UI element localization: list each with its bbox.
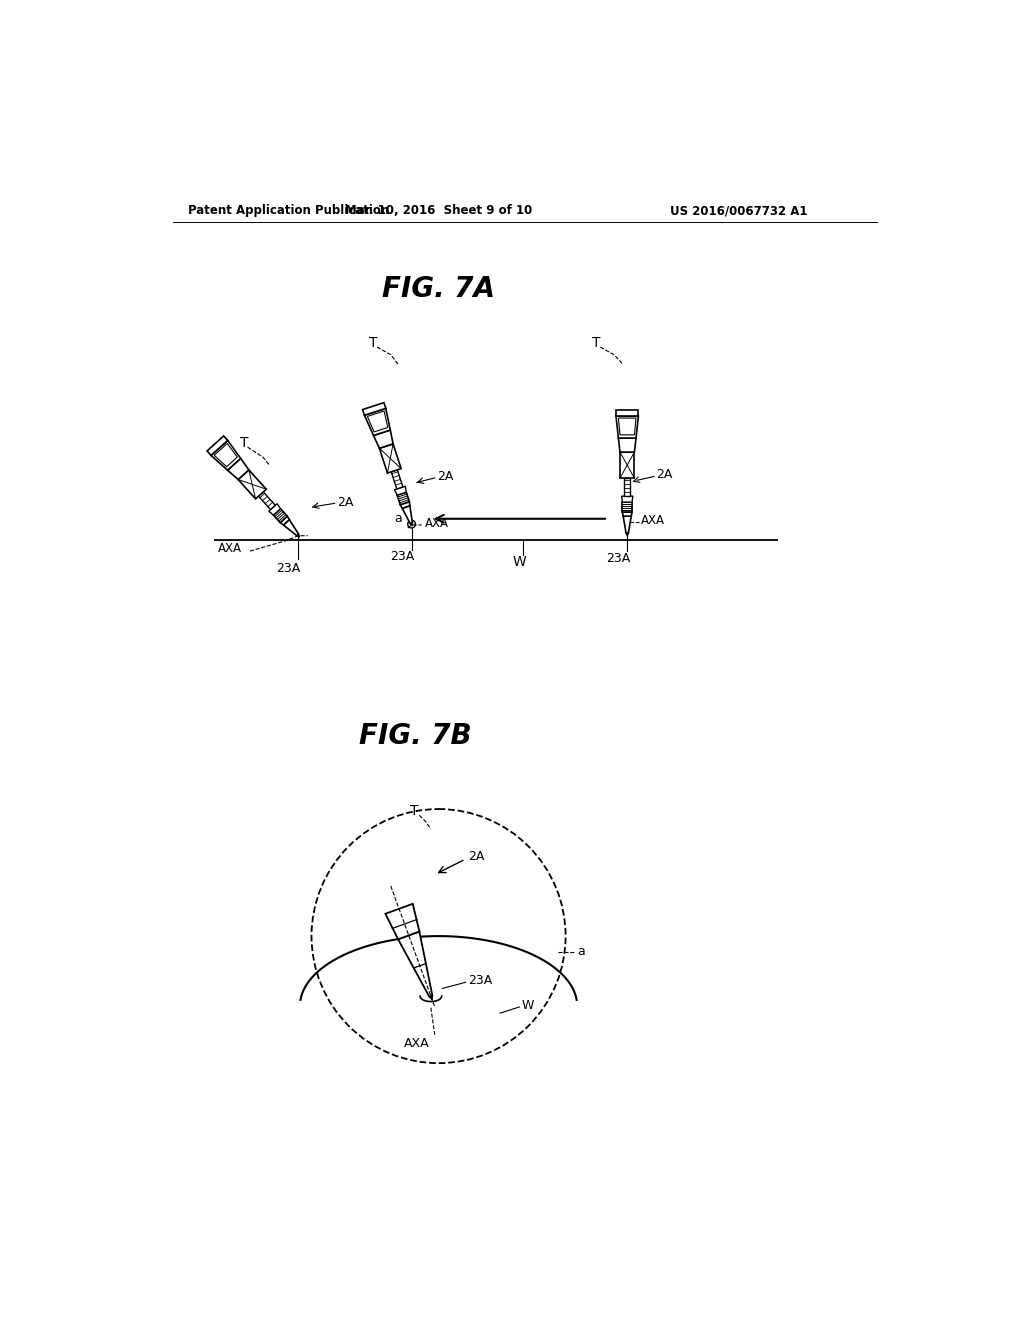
Polygon shape bbox=[616, 416, 638, 438]
Polygon shape bbox=[623, 502, 632, 512]
Polygon shape bbox=[618, 438, 636, 451]
Text: T: T bbox=[592, 337, 601, 350]
Polygon shape bbox=[298, 536, 300, 537]
Polygon shape bbox=[411, 524, 413, 527]
Polygon shape bbox=[374, 430, 393, 449]
Polygon shape bbox=[385, 904, 420, 940]
Polygon shape bbox=[616, 411, 638, 416]
Text: 2A: 2A bbox=[468, 850, 484, 863]
Polygon shape bbox=[394, 486, 407, 495]
Text: FIG. 7B: FIG. 7B bbox=[359, 722, 472, 750]
Text: T: T bbox=[240, 437, 248, 450]
Polygon shape bbox=[624, 478, 631, 496]
Polygon shape bbox=[391, 470, 402, 488]
Polygon shape bbox=[297, 535, 299, 536]
Text: AXA: AXA bbox=[641, 513, 665, 527]
Polygon shape bbox=[410, 523, 413, 524]
Polygon shape bbox=[214, 444, 238, 467]
Polygon shape bbox=[211, 441, 241, 470]
Polygon shape bbox=[362, 403, 386, 416]
Polygon shape bbox=[400, 502, 410, 508]
Text: W: W bbox=[521, 999, 535, 1012]
Polygon shape bbox=[258, 492, 275, 510]
Polygon shape bbox=[207, 436, 227, 455]
Text: Patent Application Publication: Patent Application Publication bbox=[188, 205, 389, 218]
Text: a: a bbox=[578, 945, 585, 958]
Polygon shape bbox=[624, 516, 631, 533]
Text: 23A: 23A bbox=[390, 550, 415, 564]
Text: AXA: AXA bbox=[425, 517, 449, 529]
Text: 23A: 23A bbox=[468, 974, 493, 987]
Text: T: T bbox=[369, 337, 378, 350]
Text: 23A: 23A bbox=[276, 561, 300, 574]
Polygon shape bbox=[273, 508, 288, 523]
Polygon shape bbox=[618, 418, 636, 434]
Text: 2A: 2A bbox=[337, 496, 353, 510]
Polygon shape bbox=[623, 512, 632, 516]
Polygon shape bbox=[365, 408, 390, 436]
Text: 23A: 23A bbox=[606, 552, 630, 565]
Text: AXA: AXA bbox=[217, 543, 242, 556]
Polygon shape bbox=[281, 516, 290, 525]
Polygon shape bbox=[379, 444, 401, 473]
Text: T: T bbox=[410, 804, 418, 818]
Polygon shape bbox=[227, 458, 249, 479]
Text: W: W bbox=[513, 554, 526, 569]
Text: AXA: AXA bbox=[404, 1038, 430, 1051]
Polygon shape bbox=[398, 932, 432, 997]
Polygon shape bbox=[402, 506, 413, 523]
Polygon shape bbox=[284, 520, 299, 536]
Text: 2A: 2A bbox=[437, 470, 454, 483]
Polygon shape bbox=[269, 504, 281, 515]
Polygon shape bbox=[622, 496, 633, 502]
Text: a: a bbox=[394, 512, 402, 525]
Text: US 2016/0067732 A1: US 2016/0067732 A1 bbox=[670, 205, 807, 218]
Text: 2A: 2A bbox=[656, 469, 673, 482]
Text: Mar. 10, 2016  Sheet 9 of 10: Mar. 10, 2016 Sheet 9 of 10 bbox=[345, 205, 532, 218]
Polygon shape bbox=[627, 535, 628, 536]
Polygon shape bbox=[429, 995, 432, 1001]
Polygon shape bbox=[368, 411, 388, 432]
Polygon shape bbox=[397, 492, 410, 504]
Text: FIG. 7A: FIG. 7A bbox=[382, 276, 495, 304]
Polygon shape bbox=[239, 470, 266, 499]
Polygon shape bbox=[620, 451, 635, 478]
